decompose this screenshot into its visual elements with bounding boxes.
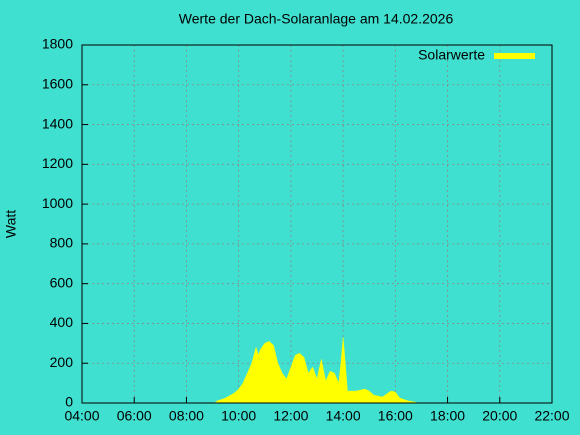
y-tick-label: 1000 [42,195,73,211]
x-tick-label: 20:00 [482,408,517,424]
area [214,337,418,404]
x-tick-label: 22:00 [534,408,569,424]
y-tick-label: 1200 [42,155,73,171]
x-tick-label: 04:00 [64,408,99,424]
chart-title: Werte der Dach-Solaranlage am 14.02.2026 [179,11,454,27]
y-tick-label: 200 [50,354,74,370]
x-tick-label: 12:00 [273,408,308,424]
x-tick-label: 14:00 [326,408,361,424]
x-tick-label: 16:00 [378,408,413,424]
y-tick-label: 1600 [42,75,73,91]
y-tick-label: 600 [50,274,74,290]
legend-swatch [494,53,535,59]
x-tick-label: 06:00 [117,408,152,424]
legend-label: Solarwerte [418,47,485,63]
y-tick-label: 800 [50,235,74,251]
x-tick-label: 08:00 [169,408,204,424]
x-tick-label: 18:00 [430,408,465,424]
y-tick-label: 0 [65,394,73,410]
y-tick-label: 1400 [42,115,73,131]
y-axis-label: Watt [3,210,19,238]
y-tick-label: 400 [50,314,74,330]
y-tick-label: 1800 [42,36,73,52]
plot-border [81,44,553,404]
x-tick-label: 10:00 [221,408,256,424]
